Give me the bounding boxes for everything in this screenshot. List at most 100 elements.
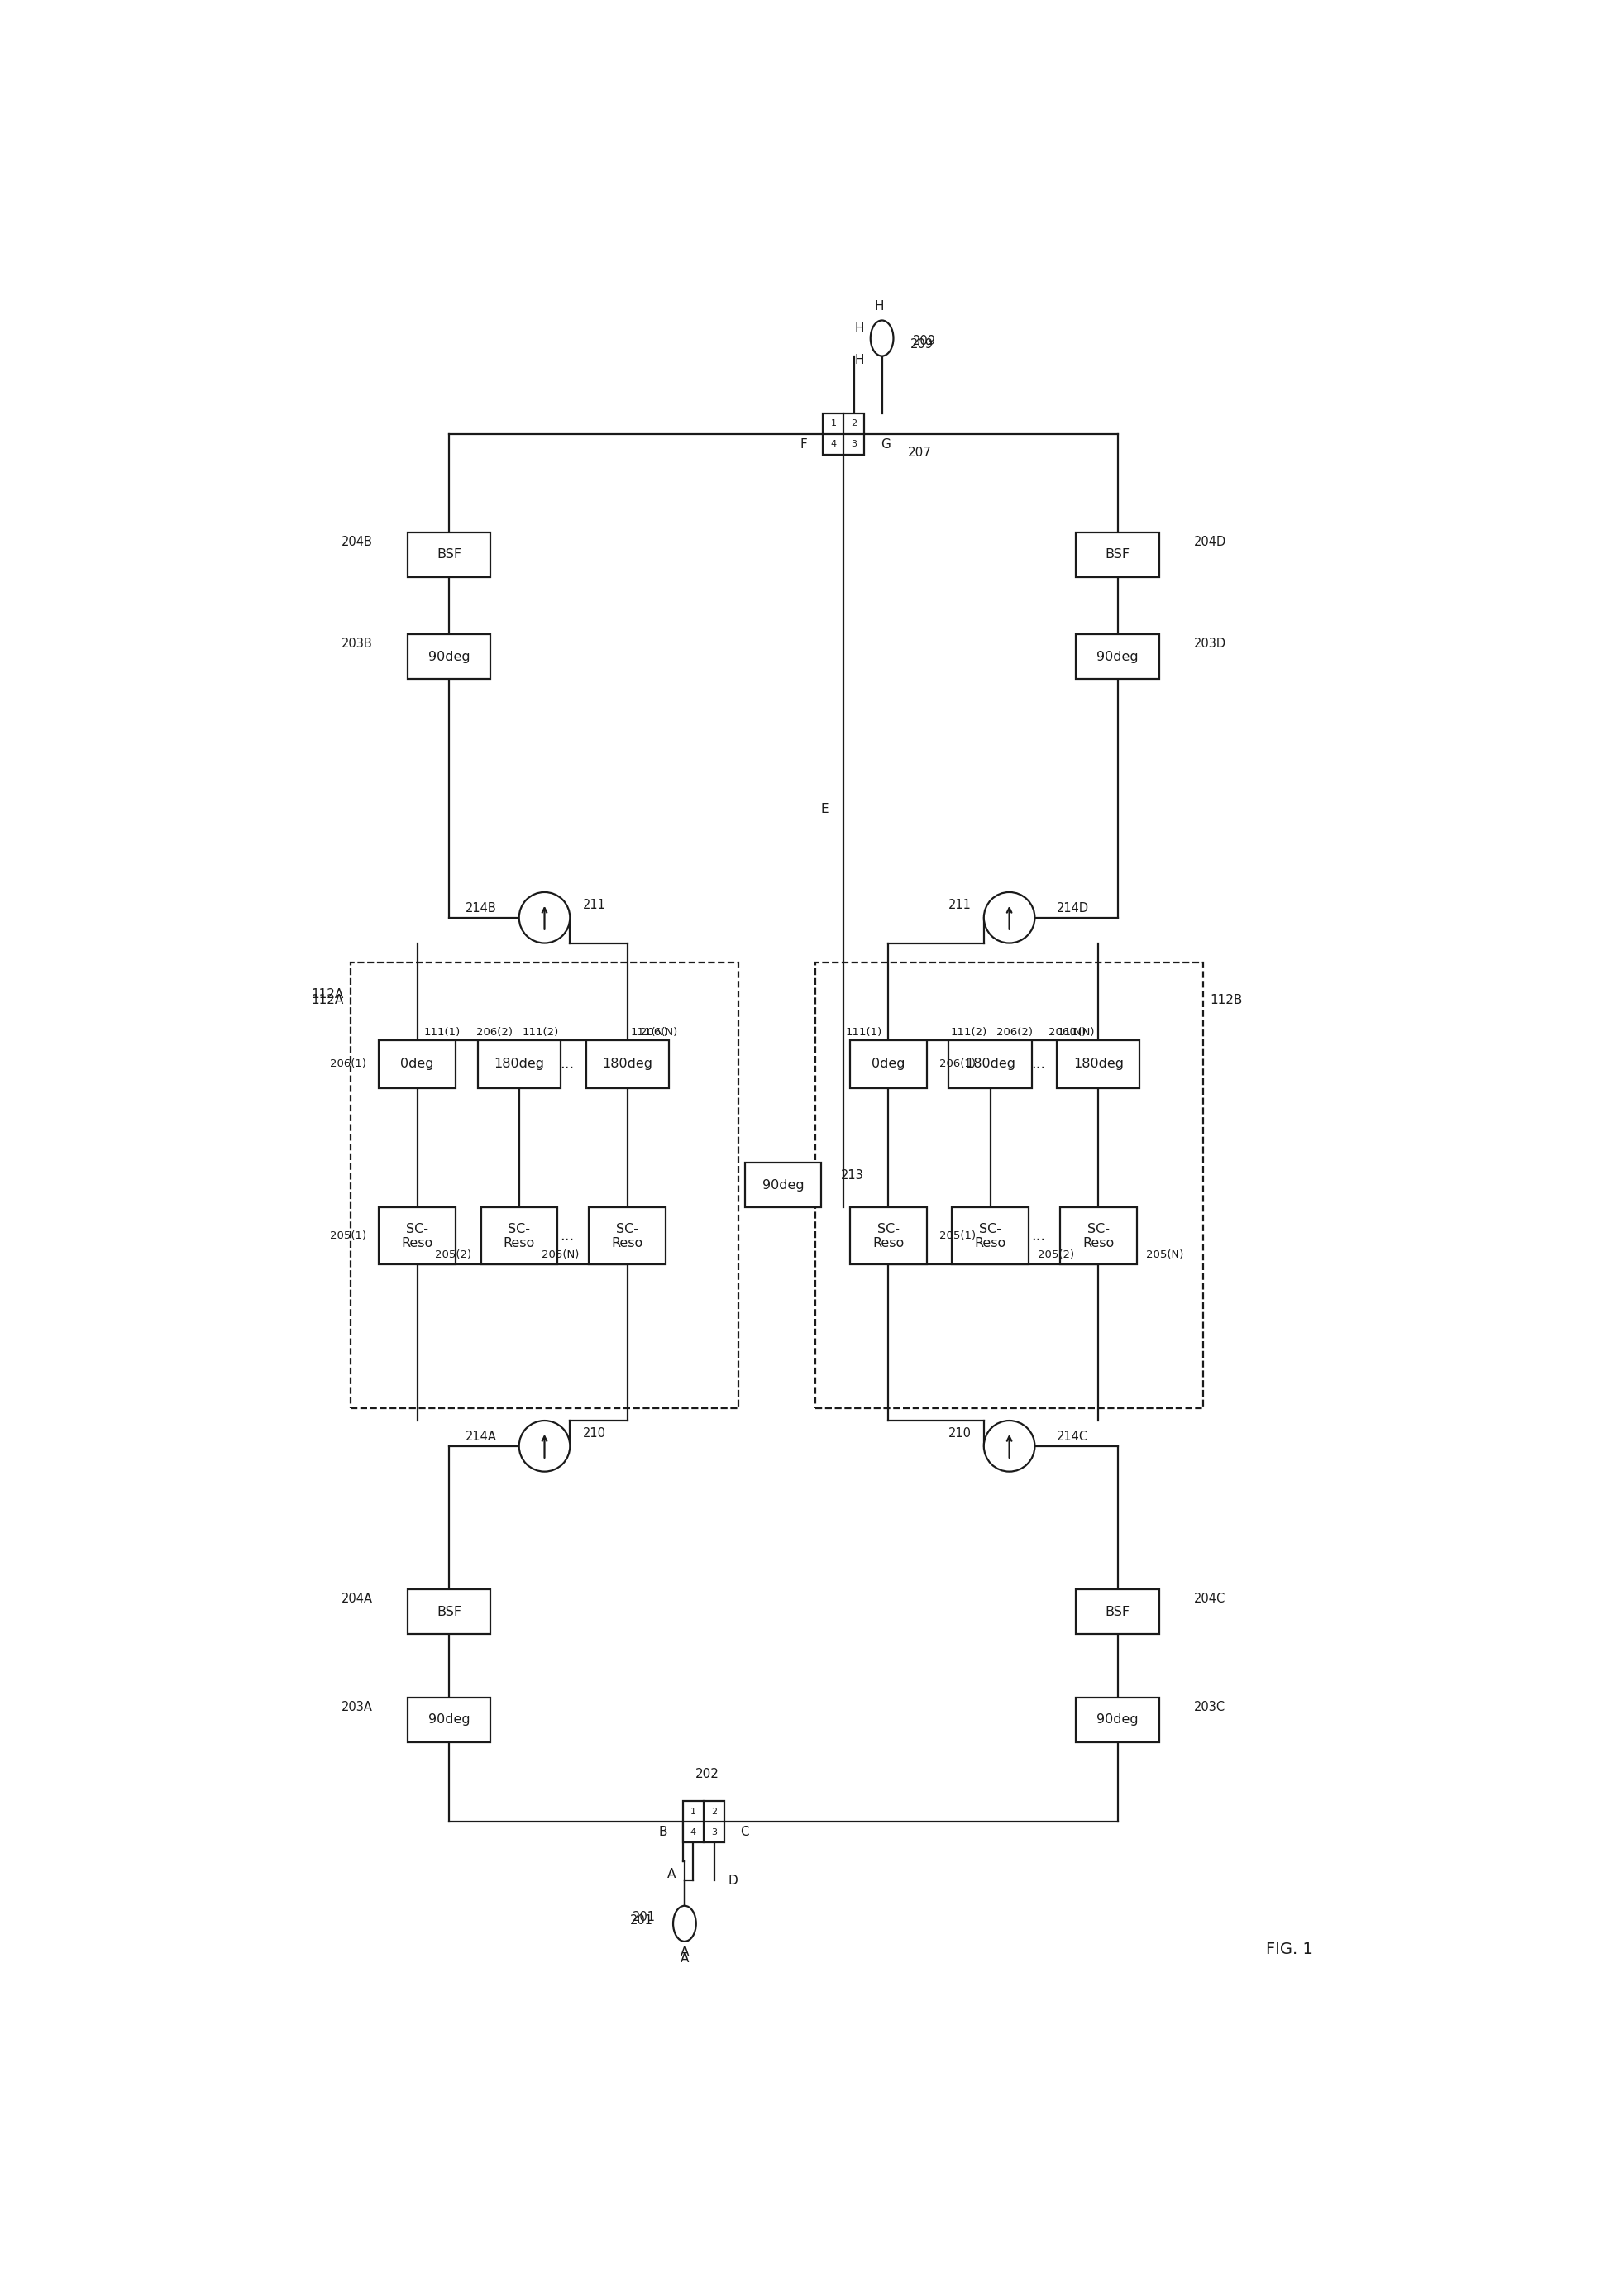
Text: 205(1): 205(1)	[939, 1231, 976, 1242]
Text: ...: ...	[560, 1057, 573, 1071]
Text: 214B: 214B	[466, 901, 497, 915]
Text: E: E	[820, 803, 828, 815]
Text: 201: 201	[630, 1915, 653, 1926]
Text: 112A: 112A	[312, 995, 344, 1007]
Text: 204A: 204A	[341, 1592, 372, 1606]
Text: 1: 1	[690, 1808, 697, 1817]
Text: A: A	[680, 1947, 689, 1959]
Text: 204C: 204C	[1194, 1592, 1226, 1606]
Bar	[815, 963, 1203, 1407]
Text: 203C: 203C	[1194, 1700, 1226, 1714]
Bar	[378, 1041, 455, 1089]
Circle shape	[984, 1421, 1034, 1471]
Text: 111(N): 111(N)	[630, 1027, 667, 1039]
Text: 180deg: 180deg	[1073, 1057, 1124, 1071]
Text: 180deg: 180deg	[965, 1057, 1015, 1071]
Text: 205(2): 205(2)	[435, 1249, 471, 1261]
Text: A: A	[667, 1867, 676, 1881]
Text: A: A	[680, 1952, 689, 1965]
Text: 180deg: 180deg	[603, 1057, 653, 1071]
Text: 204B: 204B	[341, 535, 372, 549]
Text: BSF: BSF	[437, 549, 461, 561]
Text: 1: 1	[830, 419, 836, 428]
Text: D: D	[728, 1874, 737, 1888]
Ellipse shape	[672, 1906, 697, 1943]
Text: BSF: BSF	[437, 1606, 461, 1618]
Text: 90deg: 90deg	[1096, 1714, 1138, 1725]
Text: 214A: 214A	[466, 1430, 497, 1444]
Bar	[684, 1801, 724, 1842]
Text: SC-
Reso: SC- Reso	[612, 1222, 643, 1249]
Bar	[849, 1041, 927, 1089]
Text: 4: 4	[830, 439, 836, 448]
Text: 111(1): 111(1)	[424, 1027, 460, 1039]
Text: 205(N): 205(N)	[542, 1249, 580, 1261]
Text: 3: 3	[711, 1828, 716, 1837]
Text: 206(N): 206(N)	[1047, 1027, 1086, 1039]
Text: 90deg: 90deg	[429, 1714, 469, 1725]
Text: 205(N): 205(N)	[1147, 1249, 1184, 1261]
Bar	[408, 533, 490, 577]
Text: H: H	[854, 323, 864, 334]
Text: 180deg: 180deg	[494, 1057, 544, 1071]
Text: 203B: 203B	[341, 638, 372, 650]
Text: 111(1): 111(1)	[846, 1027, 882, 1039]
Text: 4: 4	[690, 1828, 697, 1837]
Text: 206(2): 206(2)	[476, 1027, 513, 1039]
Bar	[1077, 1698, 1160, 1741]
Text: 204D: 204D	[1194, 535, 1226, 549]
Text: F: F	[801, 437, 807, 451]
Bar	[1077, 634, 1160, 680]
Bar	[1060, 1208, 1137, 1265]
Text: 205(2): 205(2)	[1038, 1249, 1075, 1261]
Text: BSF: BSF	[1104, 1606, 1130, 1618]
Text: 214C: 214C	[1057, 1430, 1088, 1444]
Bar	[378, 1208, 455, 1265]
Bar	[948, 1041, 1031, 1089]
Ellipse shape	[870, 320, 893, 357]
Text: SC-
Reso: SC- Reso	[974, 1222, 1005, 1249]
Text: 202: 202	[695, 1769, 719, 1780]
Text: H: H	[874, 300, 883, 313]
Text: C: C	[741, 1826, 749, 1837]
Bar	[408, 634, 490, 680]
Text: 210: 210	[583, 1428, 606, 1439]
Bar	[849, 1208, 927, 1265]
Text: 0deg: 0deg	[401, 1057, 434, 1071]
Text: 207: 207	[908, 446, 931, 460]
Bar	[823, 414, 864, 455]
Text: 209: 209	[911, 339, 934, 350]
Text: SC-
Reso: SC- Reso	[1083, 1222, 1114, 1249]
Text: 206(1): 206(1)	[939, 1059, 976, 1068]
Text: 205(1): 205(1)	[330, 1231, 367, 1242]
Text: 112A: 112A	[312, 988, 344, 1000]
Circle shape	[520, 1421, 570, 1471]
Text: SC-
Reso: SC- Reso	[503, 1222, 534, 1249]
Text: 201: 201	[633, 1910, 656, 1924]
Bar	[477, 1041, 560, 1089]
Text: 2: 2	[711, 1808, 716, 1817]
Bar	[1057, 1041, 1140, 1089]
Text: G: G	[880, 437, 890, 451]
Circle shape	[984, 892, 1034, 943]
Text: 214D: 214D	[1057, 901, 1090, 915]
Text: 203A: 203A	[341, 1700, 372, 1714]
Text: 203D: 203D	[1194, 638, 1226, 650]
Text: SC-
Reso: SC- Reso	[401, 1222, 434, 1249]
Text: 90deg: 90deg	[1096, 650, 1138, 664]
Text: 111(2): 111(2)	[523, 1027, 559, 1039]
Text: 206(N): 206(N)	[640, 1027, 677, 1039]
Text: 206(2): 206(2)	[997, 1027, 1033, 1039]
Text: ...: ...	[1031, 1057, 1046, 1071]
Bar	[351, 963, 739, 1407]
Text: ...: ...	[1031, 1229, 1046, 1242]
Text: 111(2): 111(2)	[950, 1027, 987, 1039]
Text: 0deg: 0deg	[872, 1057, 905, 1071]
Text: 2: 2	[851, 419, 857, 428]
Bar	[1077, 533, 1160, 577]
Text: 213: 213	[841, 1169, 864, 1181]
Text: 206(1): 206(1)	[330, 1059, 367, 1068]
Text: FIG. 1: FIG. 1	[1267, 1940, 1312, 1956]
Text: SC-
Reso: SC- Reso	[872, 1222, 905, 1249]
Text: 211: 211	[583, 899, 606, 911]
